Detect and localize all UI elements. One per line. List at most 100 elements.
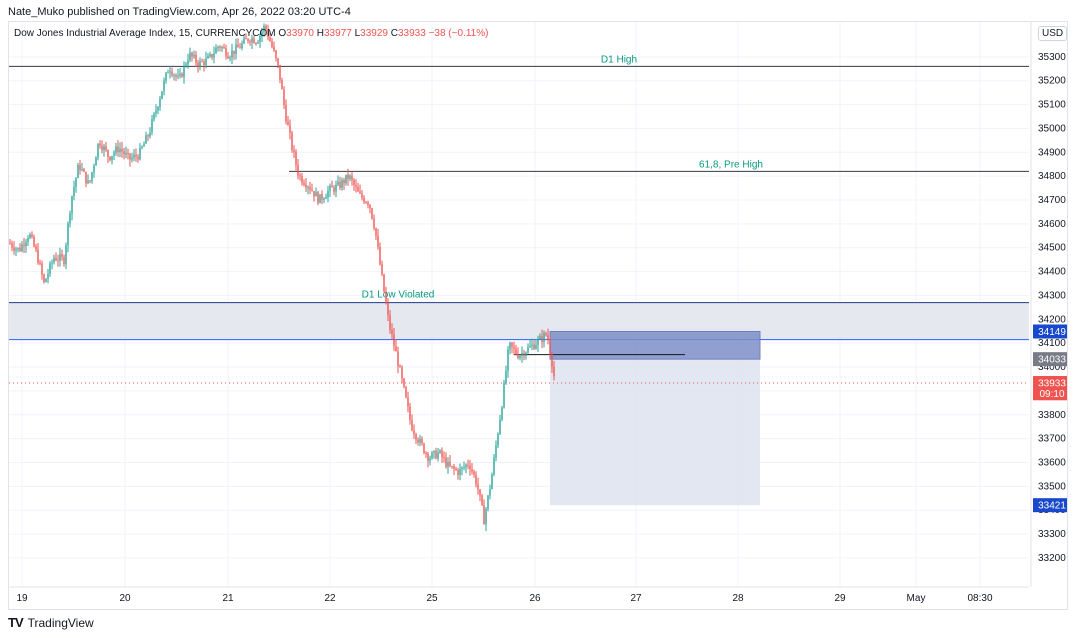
candle-body: [319, 194, 321, 204]
candle-body: [129, 153, 131, 160]
annotation-d1-low-violated: D1 Low Violated: [362, 289, 435, 300]
candle-body: [145, 135, 147, 144]
candle-body: [253, 38, 255, 44]
candle-body: [89, 180, 91, 182]
candle-body: [395, 345, 397, 352]
candle-body: [263, 25, 265, 32]
candle-body: [541, 336, 543, 342]
candle-body: [407, 397, 409, 407]
candle-body: [141, 146, 143, 148]
candle-body: [41, 263, 43, 275]
candle-body: [423, 443, 425, 453]
candle-body: [247, 38, 249, 42]
candle-body: [131, 157, 133, 160]
candle-body: [309, 187, 311, 190]
candle-body: [343, 180, 345, 184]
candle-body: [157, 107, 159, 111]
candle-body: [465, 464, 467, 468]
candle-body: [53, 257, 55, 263]
candle-body: [473, 471, 475, 475]
price-tick-label: 33800: [1038, 410, 1066, 421]
candle-body: [377, 235, 379, 247]
candle-body: [201, 61, 203, 63]
candle-body: [195, 54, 197, 63]
chart-frame[interactable]: D1 High 61,8, Pre High D1 Low Violated 3530…: [8, 21, 1068, 610]
time-tick-label: 19: [16, 593, 28, 604]
candle-body: [419, 438, 421, 443]
price-chart[interactable]: D1 High 61,8, Pre High D1 Low Violated 3530…: [9, 22, 1067, 609]
candle-body: [455, 468, 457, 470]
candle-body: [443, 457, 445, 459]
price-label-badge: [1033, 498, 1067, 513]
candle-body: [387, 303, 389, 315]
candle-body: [69, 213, 71, 224]
time-tick-label: 08:30: [967, 593, 992, 604]
candle-body: [391, 329, 393, 335]
candle-body: [23, 244, 25, 247]
candle-body: [173, 75, 175, 77]
time-tick-label: 25: [426, 593, 438, 604]
candle-body: [431, 452, 433, 459]
price-tick-label: 34000: [1038, 362, 1066, 373]
candle-body: [203, 61, 205, 66]
candle-body: [429, 458, 431, 461]
candle-body: [435, 450, 437, 459]
candle-body: [25, 242, 27, 247]
price-label-text: 33421: [1038, 501, 1066, 512]
candle-body: [307, 187, 309, 189]
candle-body: [185, 64, 187, 66]
candle-body: [399, 366, 401, 368]
candle-body: [513, 346, 515, 349]
candle-body: [365, 202, 367, 204]
candle-body: [477, 484, 479, 490]
candle-body: [405, 386, 407, 398]
candle-body: [287, 121, 289, 126]
candle-body: [107, 149, 109, 157]
candle-body: [427, 453, 429, 461]
candle-body: [385, 291, 387, 304]
candle-body: [21, 244, 23, 251]
candle-body: [225, 48, 227, 57]
candle-body: [271, 41, 273, 47]
candle-body: [353, 179, 355, 186]
tradingview-logo-icon: TV: [8, 615, 24, 630]
candle-body: [547, 334, 549, 341]
candle-body: [269, 37, 271, 42]
candle-body: [497, 433, 499, 446]
candle-body: [451, 466, 453, 468]
candle-body: [17, 247, 19, 249]
candle-body: [13, 247, 15, 251]
candle-body: [219, 46, 221, 48]
candle-body: [159, 98, 161, 108]
candle-body: [93, 165, 95, 173]
candle-body: [487, 495, 489, 510]
currency-button[interactable]: USD: [1038, 26, 1068, 41]
candle-body: [237, 44, 239, 48]
candle-body: [393, 334, 395, 346]
candle-body: [341, 180, 343, 188]
candle-body: [267, 29, 269, 38]
candle-body: [421, 438, 423, 444]
candle-body: [251, 38, 253, 43]
candle-body: [293, 150, 295, 152]
candle-body: [95, 157, 97, 166]
candle-body: [279, 65, 281, 80]
candle-body: [79, 164, 81, 170]
candle-body: [467, 464, 469, 466]
candle-body: [491, 474, 493, 490]
candle-body: [55, 257, 57, 261]
time-tick-label: 20: [119, 593, 131, 604]
candle-body: [47, 273, 49, 279]
candle-body: [257, 42, 259, 44]
candle-body: [19, 247, 21, 251]
candle-body: [15, 248, 17, 251]
supply-zone: [9, 302, 1029, 340]
price-tick-label: 35300: [1038, 52, 1066, 63]
candle-body: [379, 246, 381, 265]
candle-body: [413, 430, 415, 435]
candle-body: [469, 465, 471, 469]
candle-body: [243, 38, 245, 44]
price-tick-label: 34700: [1038, 195, 1066, 206]
candle-body: [535, 345, 537, 349]
candle-body: [149, 132, 151, 137]
